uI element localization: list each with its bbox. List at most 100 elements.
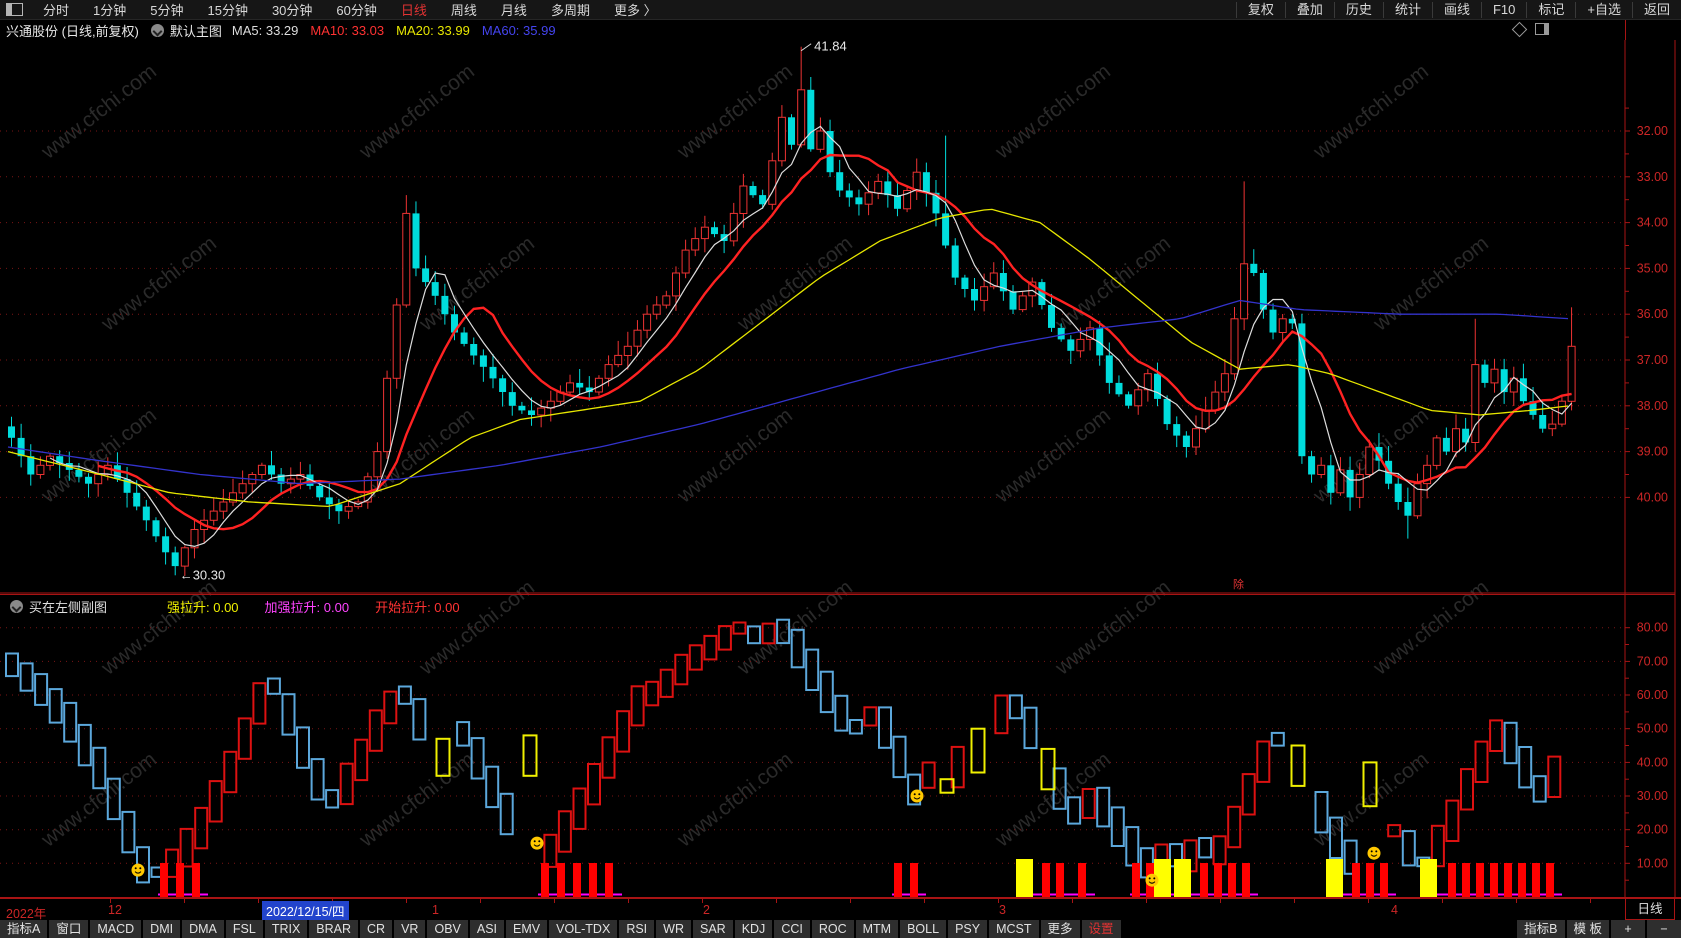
date-tick — [554, 899, 555, 903]
period-tab[interactable]: 分时 — [43, 3, 70, 18]
indicator-tab[interactable]: 模 板 — [1566, 920, 1609, 938]
ma-value: MA10: 33.03 — [310, 22, 385, 38]
svg-text:37.00: 37.00 — [1637, 353, 1668, 367]
svg-text:30.00: 30.00 — [1637, 789, 1668, 803]
date-tick — [850, 899, 851, 903]
date-tick — [184, 899, 185, 903]
indicator-tab[interactable]: CCI — [774, 920, 810, 938]
period-tab[interactable]: 日线 — [400, 3, 427, 18]
date-tick — [1072, 899, 1073, 903]
date-tick — [1368, 899, 1369, 903]
period-corner-label: 日线 — [1625, 899, 1675, 920]
date-tick — [924, 899, 925, 903]
svg-text:40.00: 40.00 — [1637, 490, 1668, 504]
indicator-tab[interactable]: DMI — [143, 920, 181, 938]
svg-text:80.00: 80.00 — [1637, 621, 1668, 635]
svg-text:50.00: 50.00 — [1637, 722, 1668, 736]
main-candlestick-chart[interactable]: 40.00 39.00 38.00 37.00 36.00 35.00 34.00 33.00… — [0, 40, 1681, 594]
diamond-icon[interactable] — [1511, 21, 1528, 37]
indicator-tab[interactable]: PSY — [948, 920, 988, 938]
date-tick — [1220, 899, 1221, 903]
main-chart-label: 默认主图 — [169, 23, 222, 39]
chevron-down-icon[interactable] — [150, 23, 164, 37]
indicator-tab[interactable]: CR — [360, 920, 393, 938]
period-tab[interactable]: 60分钟 — [336, 3, 377, 18]
stock-title: 兴通股份 (日线,前复权) — [6, 23, 139, 39]
subchart-field: 强拉升: 0.00 — [167, 599, 239, 615]
subchart-field: 加强拉升: 0.00 — [264, 599, 350, 615]
indicator-tab[interactable]: TRIX — [264, 920, 308, 938]
zoom-in-button[interactable]: + — [1611, 920, 1645, 938]
svg-text:10.00: 10.00 — [1637, 856, 1668, 870]
period-tab[interactable]: 更多 〉 — [613, 3, 657, 18]
indicator-tab[interactable]: MCST — [989, 920, 1039, 938]
ma-value: MA20: 33.99 — [396, 22, 470, 38]
indicator-tab[interactable]: 更多 — [1040, 920, 1080, 938]
period-tab[interactable]: 月线 — [500, 3, 527, 18]
svg-text:40.00: 40.00 — [1637, 755, 1668, 769]
indicator-tab[interactable]: ASI — [469, 920, 505, 938]
date-tick — [1294, 899, 1295, 903]
date-tick — [1146, 899, 1147, 903]
date-label: 2 — [703, 903, 710, 917]
date-axis: 2022年 12 2022/12/15/四 1 2 3 4 日线 — [0, 898, 1681, 921]
period-tab[interactable]: 30分钟 — [271, 3, 313, 18]
toolbar-button[interactable]: +自选 — [1575, 1, 1632, 18]
ma-value: MA60: 35.99 — [481, 22, 556, 38]
date-label: 3 — [999, 903, 1006, 917]
svg-text:33.00: 33.00 — [1637, 170, 1668, 184]
indicator-tab[interactable]: BRAR — [309, 920, 359, 938]
svg-text:←30.30: ←30.30 — [180, 567, 226, 582]
date-label: 1 — [432, 903, 439, 917]
indicator-tab[interactable]: 指标B — [1517, 920, 1565, 938]
indicator-tab[interactable]: WR — [656, 920, 691, 938]
indicator-tab[interactable]: DMA — [182, 920, 224, 938]
period-tab[interactable]: 周线 — [450, 3, 477, 18]
date-tick — [1516, 899, 1517, 903]
toolbar-button[interactable]: 标记 — [1526, 1, 1575, 18]
chevron-down-icon[interactable] — [10, 599, 23, 613]
ma-readout: MA5: 33.29 MA10: 33.03 MA20: 33.99 MA60: 35… — [232, 23, 568, 38]
period-menubar: 分时 1分钟 5分钟 15分钟 30分钟 60分钟 日线 周线 月线 多周期 更多 〉 复权 叠加 历史… — [0, 0, 1681, 20]
toolbar-button[interactable]: 返回 — [1631, 1, 1681, 18]
period-tab[interactable]: 15分钟 — [207, 3, 248, 18]
toolbar-button[interactable]: 历史 — [1333, 1, 1383, 18]
toolbar-button[interactable]: 叠加 — [1284, 1, 1334, 18]
date-tick — [406, 899, 407, 903]
date-tick — [998, 899, 999, 903]
indicator-tab[interactable]: RSI — [619, 920, 655, 938]
window-icon[interactable] — [6, 3, 23, 16]
period-tab[interactable]: 多周期 — [550, 3, 590, 18]
indicator-tab[interactable]: SAR — [692, 920, 733, 938]
indicator-tab[interactable]: FSL — [225, 920, 263, 938]
indicator-tab[interactable]: ROC — [811, 920, 854, 938]
zoom-out-button[interactable]: − — [1647, 920, 1681, 938]
indicator-tab[interactable]: VR — [394, 920, 426, 938]
indicator-tab[interactable]: EMV — [506, 920, 548, 938]
indicator-tab[interactable]: 设置 — [1081, 920, 1121, 938]
indicator-tab[interactable]: VOL-TDX — [549, 920, 618, 938]
indicator-tab[interactable]: 窗口 — [49, 920, 89, 938]
sub-indicator-chart[interactable]: 10.00 20.00 30.00 40.00 50.00 60.00 70.00 80.00 — [0, 594, 1681, 898]
period-tab[interactable]: 5分钟 — [150, 3, 184, 18]
toolbar-button[interactable]: 画线 — [1431, 1, 1481, 18]
date-tick — [776, 899, 777, 903]
subchart-field: 开始拉升: 0.00 — [375, 599, 460, 615]
toolbar-button[interactable]: 复权 — [1235, 1, 1285, 18]
toolbar-button[interactable]: 统计 — [1382, 1, 1432, 18]
indicator-tab[interactable]: BOLL — [900, 920, 947, 938]
indicator-tab[interactable]: 指标A — [0, 920, 48, 938]
layout-icon[interactable] — [1535, 23, 1549, 35]
toolbar-button[interactable]: F10 — [1480, 1, 1526, 18]
selected-date-label: 2022/12/15/四 — [262, 901, 349, 920]
svg-text:36.00: 36.00 — [1637, 307, 1668, 321]
date-tick — [1442, 899, 1443, 903]
indicator-tab[interactable]: MACD — [90, 920, 142, 938]
indicator-tab[interactable]: OBV — [427, 920, 468, 938]
svg-text:32.00: 32.00 — [1637, 124, 1668, 138]
indicator-tab[interactable]: KDJ — [734, 920, 773, 938]
indicator-tab[interactable]: MTM — [855, 920, 899, 938]
period-tab[interactable]: 1分钟 — [93, 3, 127, 18]
date-tick — [1590, 899, 1591, 903]
